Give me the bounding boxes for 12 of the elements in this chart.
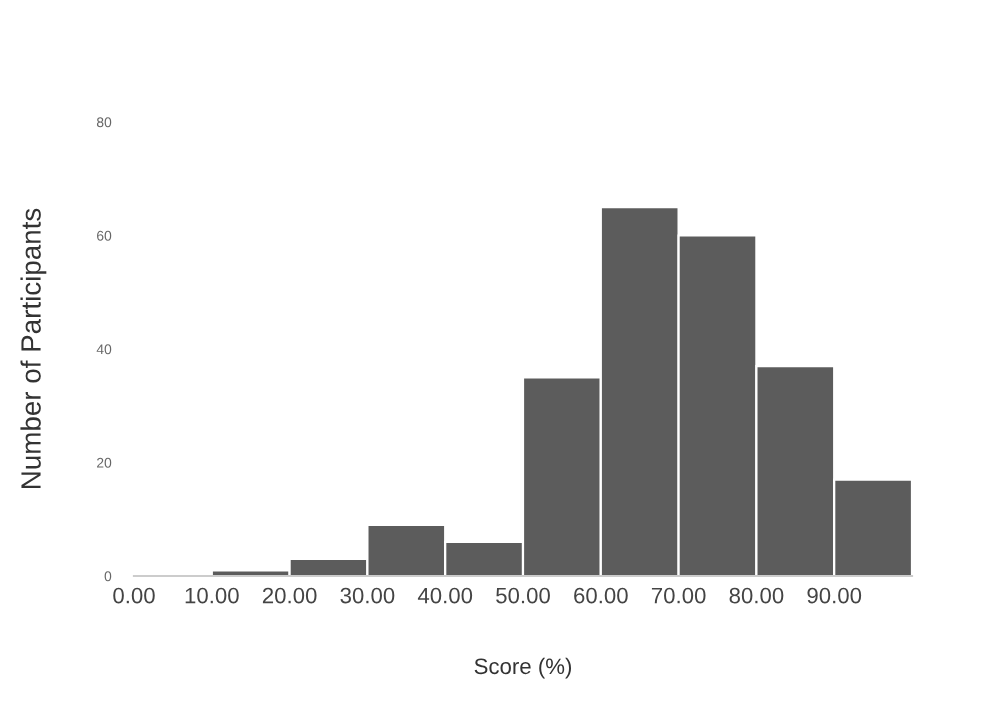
x-tick-label: 70.00: [651, 587, 706, 604]
x-tick-label: 30.00: [340, 587, 395, 604]
x-tick-label: 40.00: [417, 587, 473, 604]
y-axis-title: Number of Participants: [20, 208, 47, 488]
x-tick-label: 50.00: [496, 587, 550, 604]
x-axis-title: Score (%): [474, 657, 572, 679]
x-tick-label: 20.00: [262, 587, 317, 604]
x-tick-label: 10.00: [185, 587, 239, 604]
x-tick-label: 0.00: [113, 587, 155, 604]
x-tick-label: 90.00: [807, 587, 862, 604]
x-tick-label: 80.00: [729, 587, 784, 604]
x-tick-label: 60.00: [574, 587, 628, 604]
